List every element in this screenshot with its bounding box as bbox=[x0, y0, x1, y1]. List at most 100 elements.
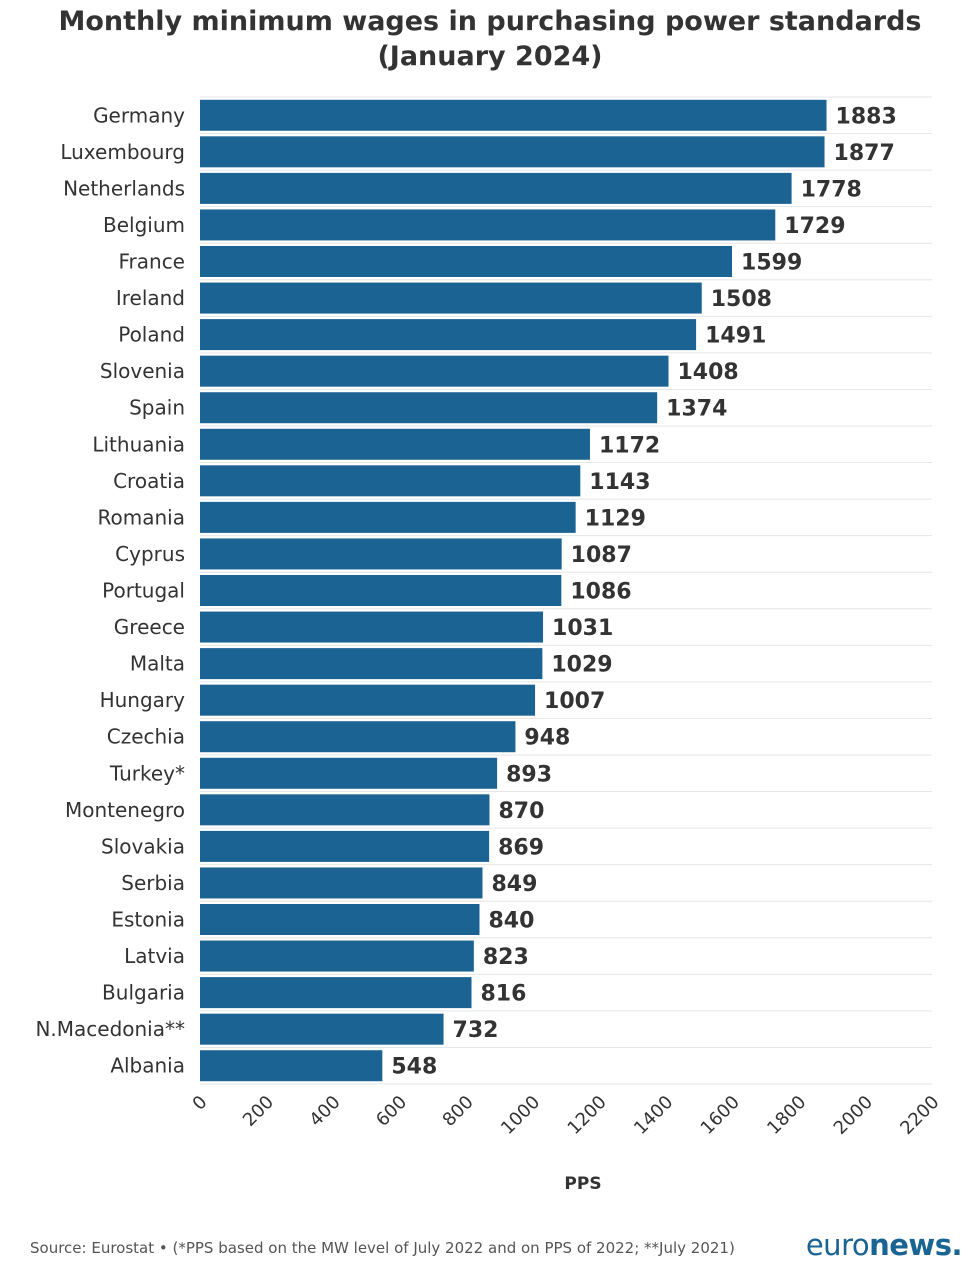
bar bbox=[200, 209, 776, 241]
x-tick-label: 0 bbox=[189, 1092, 212, 1115]
category-label: Albania bbox=[110, 1054, 185, 1078]
source-note: Source: Eurostat • (*PPS based on the MW… bbox=[30, 1239, 735, 1257]
bar bbox=[200, 575, 562, 606]
value-label: 1877 bbox=[834, 141, 895, 166]
value-label: 1143 bbox=[589, 470, 650, 495]
value-label: 849 bbox=[491, 872, 537, 897]
value-label: 1599 bbox=[741, 251, 802, 276]
chart-subtitle: (January 2024) bbox=[377, 41, 603, 72]
value-label: 816 bbox=[481, 982, 527, 1007]
category-label: Bulgaria bbox=[102, 981, 185, 1005]
value-label: 1031 bbox=[552, 616, 613, 641]
category-label: N.Macedonia** bbox=[35, 1017, 185, 1041]
x-tick-label: 200 bbox=[239, 1092, 278, 1131]
x-tick-label: 1800 bbox=[763, 1092, 810, 1139]
x-tick-label: 2200 bbox=[896, 1092, 943, 1139]
category-label: Greece bbox=[114, 615, 185, 639]
value-label: 1508 bbox=[711, 287, 772, 312]
category-label: Hungary bbox=[100, 688, 186, 712]
x-tick-label: 1200 bbox=[564, 1092, 611, 1139]
category-label: Portugal bbox=[102, 579, 185, 603]
x-axis-title: PPS bbox=[564, 1174, 601, 1194]
value-label: 1374 bbox=[666, 397, 727, 422]
category-label: Montenegro bbox=[65, 798, 185, 822]
bar bbox=[200, 867, 483, 899]
category-label: Slovenia bbox=[100, 359, 185, 383]
category-labels: Germany Luxembourg Netherlands Belgium Franc… bbox=[35, 103, 185, 1077]
bar bbox=[200, 977, 472, 1009]
gridlines bbox=[200, 96, 932, 1085]
value-label: 1129 bbox=[585, 506, 646, 531]
bar bbox=[200, 1050, 383, 1082]
value-label: 840 bbox=[488, 909, 534, 934]
bar bbox=[200, 392, 658, 424]
value-label: 1408 bbox=[677, 360, 738, 385]
chart-title: Monthly minimum wages in purchasing powe… bbox=[58, 6, 922, 37]
bar bbox=[200, 648, 543, 680]
logo-dot: . bbox=[951, 1228, 962, 1262]
value-label: 1729 bbox=[784, 214, 845, 239]
category-label: Latvia bbox=[124, 944, 185, 968]
category-label: Croatia bbox=[113, 469, 185, 493]
euronews-logo: euronews. bbox=[806, 1228, 963, 1262]
value-label: 1172 bbox=[599, 433, 660, 458]
category-label: Netherlands bbox=[63, 176, 185, 200]
bar bbox=[200, 611, 544, 643]
x-tick-label: 1000 bbox=[497, 1092, 544, 1139]
value-label: 1029 bbox=[551, 653, 612, 678]
bar bbox=[200, 830, 490, 862]
x-tick-label: 2000 bbox=[830, 1092, 877, 1139]
bar bbox=[200, 246, 733, 277]
bar bbox=[200, 136, 825, 168]
value-label: 823 bbox=[483, 945, 529, 970]
value-label: 1086 bbox=[570, 580, 631, 605]
category-label: Ireland bbox=[116, 286, 185, 310]
value-label: 893 bbox=[506, 762, 552, 787]
value-label: 1007 bbox=[544, 689, 605, 714]
category-label: Malta bbox=[130, 652, 185, 676]
x-tick-label: 1600 bbox=[697, 1092, 744, 1139]
category-label: Turkey* bbox=[109, 761, 185, 785]
category-label: Slovakia bbox=[101, 834, 185, 858]
category-label: Czechia bbox=[107, 725, 185, 749]
chart-title-block: Monthly minimum wages in purchasing powe… bbox=[0, 4, 980, 74]
value-label: 948 bbox=[524, 726, 570, 751]
value-label: 1883 bbox=[836, 104, 897, 129]
category-label: Belgium bbox=[103, 213, 185, 237]
bar bbox=[200, 1013, 444, 1045]
x-tick-label: 1400 bbox=[630, 1092, 677, 1139]
value-label: 869 bbox=[498, 835, 544, 860]
bar bbox=[200, 940, 474, 972]
bar bbox=[200, 904, 480, 935]
category-label: Cyprus bbox=[115, 542, 185, 566]
category-label: Germany bbox=[93, 103, 185, 127]
bar bbox=[200, 99, 827, 131]
bar bbox=[200, 501, 576, 533]
x-tick-label: 400 bbox=[305, 1092, 344, 1131]
category-label: Estonia bbox=[111, 908, 185, 932]
x-tick-label: 800 bbox=[439, 1092, 478, 1131]
category-label: Spain bbox=[129, 396, 185, 420]
value-label: 732 bbox=[453, 1018, 499, 1043]
bar bbox=[200, 172, 792, 204]
bar bbox=[200, 319, 697, 351]
category-label: Serbia bbox=[121, 871, 185, 895]
bar bbox=[200, 355, 669, 387]
bar bbox=[200, 794, 490, 826]
category-label: Poland bbox=[118, 323, 185, 347]
bar bbox=[200, 465, 581, 497]
bar bbox=[200, 684, 536, 716]
bar bbox=[200, 757, 498, 789]
value-label: 1778 bbox=[801, 177, 862, 202]
bar bbox=[200, 538, 562, 570]
value-label: 548 bbox=[391, 1055, 437, 1080]
category-label: Luxembourg bbox=[60, 140, 185, 164]
category-label: Romania bbox=[98, 505, 185, 529]
value-label: 870 bbox=[498, 799, 544, 824]
bars bbox=[200, 99, 827, 1082]
logo-news: news bbox=[869, 1228, 952, 1262]
bar bbox=[200, 282, 702, 314]
category-label: France bbox=[118, 250, 185, 274]
x-axis-ticks: 0 200 400 600 800 1000 1200 1400 1600 1800 2000 220… bbox=[189, 1092, 944, 1139]
